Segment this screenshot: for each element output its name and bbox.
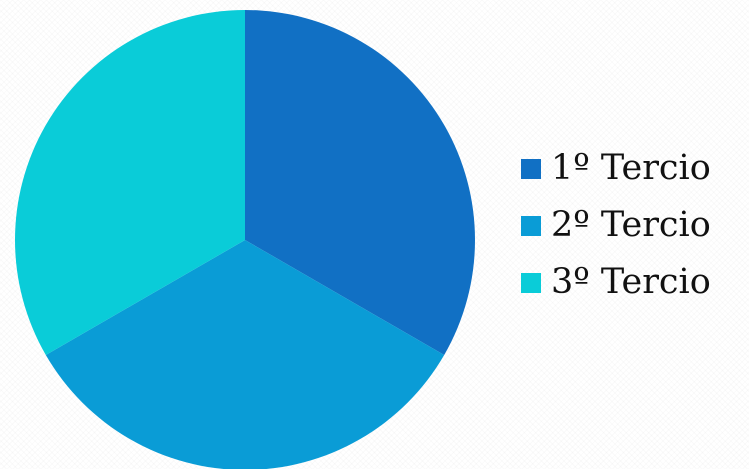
- legend-swatch-2: [521, 215, 541, 236]
- legend-item-1: 1º Tercio: [521, 140, 711, 197]
- legend-item-3: 3º Tercio: [521, 254, 711, 311]
- legend-item-2: 2º Tercio: [521, 197, 711, 254]
- legend-label-1: 1º Tercio: [551, 148, 711, 188]
- legend-label-2: 2º Tercio: [551, 205, 711, 245]
- legend-swatch-3: [521, 272, 541, 293]
- pie-slice-3: [14, 10, 245, 355]
- legend-label-3: 3º Tercio: [551, 262, 711, 302]
- pie-slices: [14, 10, 475, 469]
- chart-legend: 1º Tercio 2º Tercio 3º Tercio: [521, 140, 711, 311]
- pie-slice-1: [245, 10, 475, 355]
- legend-swatch-1: [521, 158, 541, 179]
- pie-slice-2: [45, 240, 445, 469]
